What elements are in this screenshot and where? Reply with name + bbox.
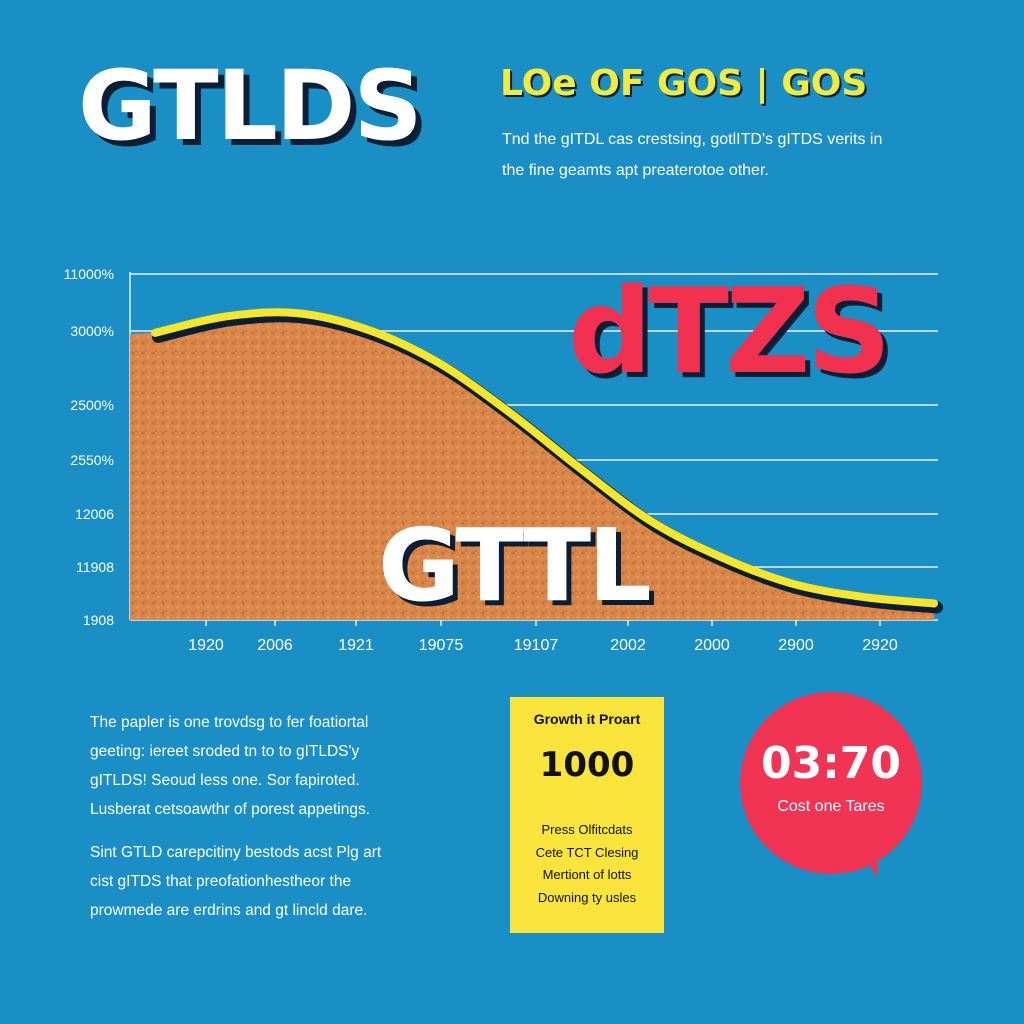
x-tick-label: 2920 <box>862 637 898 654</box>
x-tick-label: 1920 <box>188 637 224 654</box>
x-tick-label: 1921 <box>338 637 374 654</box>
y-tick-label: 11000% <box>64 266 114 282</box>
card-item: Downing ty usles <box>537 889 637 905</box>
y-tick-label: 2500% <box>70 397 114 413</box>
card-list: Press Olfitcdats Cete TCT Clesing Mertio… <box>510 819 664 909</box>
area-chart: 11000% 3000% 2500% 2550% 12006 11908 1908 1920… <box>64 266 943 654</box>
speech-bubble: 03:70 Cost one Tares <box>740 692 922 874</box>
card-title: Growth it Proart <box>533 711 641 727</box>
intro-line: the fine geamts apt preaterotoe other. <box>502 162 769 179</box>
body-line: geeting: iereet sroded tn to to gITLDS'y <box>90 743 360 760</box>
page-subtitle: LOe OF GOS | GOS <box>500 63 868 104</box>
body-line: Sint GTLD carepcitiny bestods acst Plg a… <box>90 844 382 861</box>
bubble-label: Cost one Tares <box>777 798 885 815</box>
growth-card: Growth it Proart 1000 Press Olfitcdats C… <box>510 697 664 933</box>
intro-text: Tnd the gITDL cas crestsing, gotlITD's g… <box>502 124 962 186</box>
card-item: Cete TCT Clesing <box>535 844 639 860</box>
x-tick-label: 2900 <box>778 637 814 654</box>
card-item: Press Olfitcdats <box>541 822 633 837</box>
y-tick-label: 11908 <box>76 559 114 575</box>
body-line: Lusberat cetsoawthr of porest appetings. <box>90 801 371 818</box>
series-line <box>151 308 938 608</box>
y-tick-label: 12006 <box>75 506 114 522</box>
intro-line: Tnd the gITDL cas crestsing, gotlITD's g… <box>502 131 883 148</box>
x-tick-label: 2002 <box>610 637 646 654</box>
page-title: GTLDS <box>78 50 423 162</box>
card-value: 1000 <box>539 745 635 785</box>
body-line: cist gITDS that preofationhestheor the <box>90 873 352 890</box>
x-tick-label: 2000 <box>694 637 730 654</box>
overlay-red-text: dTZS <box>568 262 892 400</box>
x-tick-label: 2006 <box>257 637 293 654</box>
area-fill <box>130 312 934 620</box>
y-tick-label: 3000% <box>70 323 114 339</box>
y-tick-label: 2550% <box>70 452 114 468</box>
body-text: The papler is one trovdsg to fer foatior… <box>90 708 450 925</box>
body-line: gITLDS! Seoud less one. Sor fapiroted. <box>90 772 360 789</box>
x-tick-label: 19107 <box>514 637 559 654</box>
y-tick-label: 1908 <box>83 612 114 628</box>
card-item: Mertiont of lotts <box>542 867 632 882</box>
overlay-white-text: GTTL <box>378 507 652 624</box>
body-line: prowmede are erdrins and gt lincld dare. <box>90 902 368 919</box>
body-line: The papler is one trovdsg to fer foatior… <box>90 714 369 731</box>
y-axis-ticks: 11000% 3000% 2500% 2550% 12006 11908 1908 <box>64 266 115 628</box>
x-axis-ticks: 1920 2006 1921 19075 19107 2002 2000 2900 2920 <box>188 620 898 654</box>
x-tick-label: 19075 <box>419 637 464 654</box>
bubble-value: 03:70 <box>760 738 902 789</box>
paragraph-gap <box>90 824 450 838</box>
